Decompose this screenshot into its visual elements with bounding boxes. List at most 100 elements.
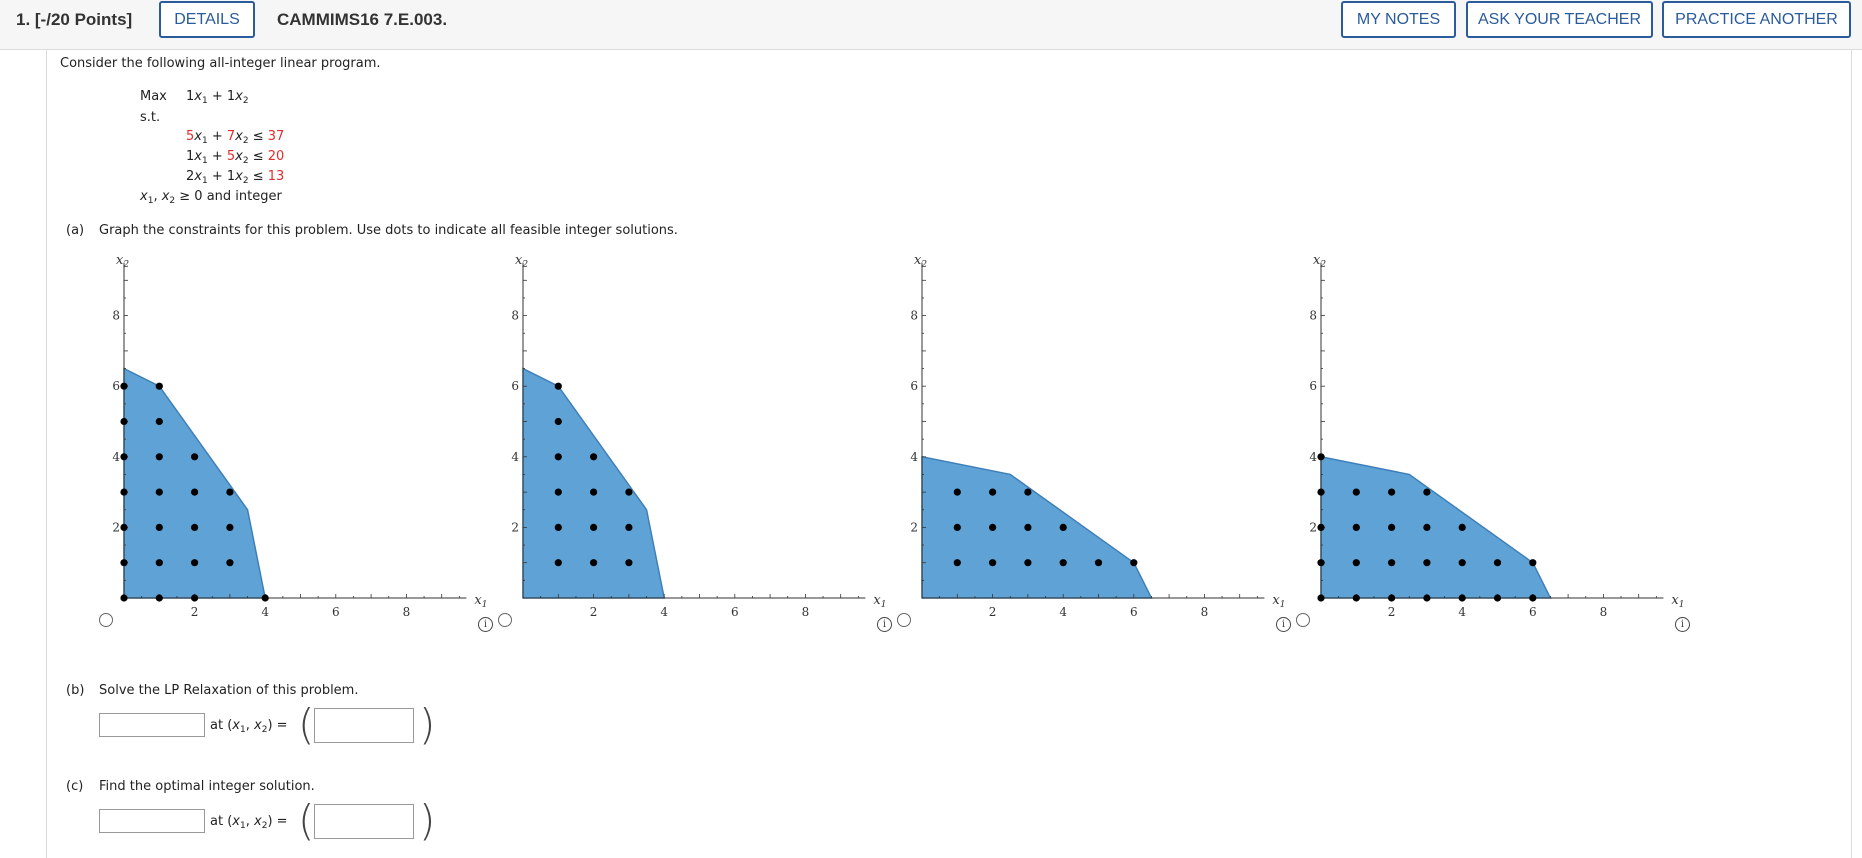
info-icon[interactable]: i <box>877 617 892 632</box>
integer-point <box>590 523 598 531</box>
x-tick-label: 8 <box>403 605 411 619</box>
integer-point <box>1352 559 1360 567</box>
integer-point <box>155 559 163 567</box>
info-icon[interactable]: i <box>478 617 493 632</box>
graph-option-4: 2 2 4 4 6 6 8 8 x1 x2 <box>1309 253 1684 619</box>
y-tick-label: 4 <box>910 450 918 464</box>
graph-option-4-radio[interactable] <box>1296 613 1310 627</box>
integer-point <box>953 559 961 567</box>
integer-point <box>1059 523 1067 531</box>
part-a-text: Graph the constraints for this problem. … <box>99 223 678 238</box>
y-tick-label: 8 <box>511 309 519 323</box>
part-c-text: Find the optimal integer solution. <box>99 779 315 794</box>
question-id: CAMMIMS16 7.E.003. <box>277 10 448 29</box>
integer-point <box>120 382 128 390</box>
integer-point <box>953 523 961 531</box>
integer-point <box>155 417 163 426</box>
constraint-3: 2x1 + 1x2 ≤ 13 <box>186 169 285 186</box>
integer-point <box>1317 523 1325 531</box>
x-axis-label: x1 <box>474 593 487 610</box>
y-tick-label: 2 <box>112 520 120 534</box>
info-icon[interactable]: i <box>1276 617 1291 632</box>
y-tick-label: 6 <box>1309 379 1317 393</box>
integer-point <box>590 488 598 496</box>
integer-point <box>1493 559 1502 567</box>
integer-point <box>261 594 269 602</box>
integer-point <box>191 559 199 567</box>
integer-solution-point-input[interactable] <box>314 804 414 839</box>
integer-solution-value-input[interactable] <box>99 809 205 833</box>
integer-point <box>1024 523 1032 531</box>
y-axis-label: x2 <box>515 253 528 270</box>
integer-point <box>989 559 997 567</box>
integer-point <box>226 523 234 531</box>
x-tick-label: 6 <box>731 605 739 619</box>
integer-point <box>1458 559 1466 567</box>
integer-point <box>1352 488 1360 496</box>
part-a-label: (a) <box>66 223 85 238</box>
close-paren: ) <box>419 700 436 749</box>
my-notes-button[interactable]: MY NOTES <box>1341 1 1456 38</box>
ask-your-teacher-button[interactable]: ASK YOUR TEACHER <box>1466 1 1653 38</box>
y-tick-label: 8 <box>910 309 918 323</box>
graph-option-1-radio[interactable] <box>99 613 113 627</box>
x-axis-label: x1 <box>873 593 886 610</box>
y-tick-label: 8 <box>1309 309 1317 323</box>
integer-point <box>1423 523 1431 531</box>
integer-point <box>554 559 562 567</box>
integer-point <box>1529 594 1537 602</box>
x-tick-label: 2 <box>1388 605 1396 619</box>
close-paren: ) <box>419 796 436 845</box>
integer-point <box>1317 594 1325 602</box>
question-header: 1. [-/20 Points] DETAILS CAMMIMS16 7.E.0… <box>0 0 1862 50</box>
graph-option-2-radio[interactable] <box>498 613 512 627</box>
content-border-right <box>1851 50 1852 858</box>
integer-point <box>1388 488 1396 496</box>
x-axis-label: x1 <box>1671 593 1684 610</box>
graph-option-1: 2 2 4 4 6 6 8 8 x1 x2 <box>112 253 487 619</box>
info-icon[interactable]: i <box>1675 617 1690 632</box>
x-tick-label: 2 <box>590 605 598 619</box>
integer-point <box>1024 559 1032 567</box>
graph-option-3: 2 2 4 4 6 6 8 8 x1 x2 <box>910 253 1285 619</box>
integer-point <box>1423 559 1431 567</box>
x-tick-label: 8 <box>1600 605 1608 619</box>
x-tick-label: 2 <box>191 605 199 619</box>
integer-point <box>155 488 163 496</box>
integer-point <box>120 453 128 461</box>
integer-point <box>554 382 562 390</box>
max-label: Max <box>140 89 167 104</box>
y-tick-label: 4 <box>1309 450 1317 464</box>
integer-point <box>989 523 997 531</box>
x-tick-label: 6 <box>1130 605 1138 619</box>
integer-point <box>1024 488 1032 496</box>
x-tick-label: 8 <box>802 605 810 619</box>
integer-point <box>1130 559 1138 567</box>
x-tick-label: 4 <box>1059 605 1067 619</box>
integer-point <box>625 523 633 531</box>
y-tick-label: 6 <box>910 379 918 393</box>
graph-option-2: 2 2 4 4 6 6 8 8 x1 x2 <box>511 253 886 619</box>
x-tick-label: 4 <box>1458 605 1466 619</box>
details-button[interactable]: DETAILS <box>159 1 255 38</box>
integer-point <box>1317 488 1325 496</box>
integer-point <box>1094 559 1103 567</box>
integer-point <box>1458 523 1466 531</box>
part-b-text: Solve the LP Relaxation of this problem. <box>99 683 359 698</box>
y-tick-label: 6 <box>112 379 120 393</box>
integer-point <box>625 559 633 567</box>
x-tick-label: 4 <box>261 605 269 619</box>
x-axis-label: x1 <box>1272 593 1285 610</box>
integer-point <box>1388 594 1396 602</box>
part-b-label: (b) <box>66 683 85 698</box>
practice-another-button[interactable]: PRACTICE ANOTHER <box>1662 1 1851 38</box>
y-tick-label: 4 <box>511 450 519 464</box>
x-tick-label: 8 <box>1201 605 1209 619</box>
lp-relaxation-point-input[interactable] <box>314 708 414 743</box>
lp-relaxation-value-input[interactable] <box>99 713 205 737</box>
content-border <box>46 50 47 858</box>
y-tick-label: 8 <box>112 309 120 323</box>
graph-option-3-radio[interactable] <box>897 613 911 627</box>
integer-point <box>155 382 163 390</box>
integer-point <box>226 488 234 496</box>
